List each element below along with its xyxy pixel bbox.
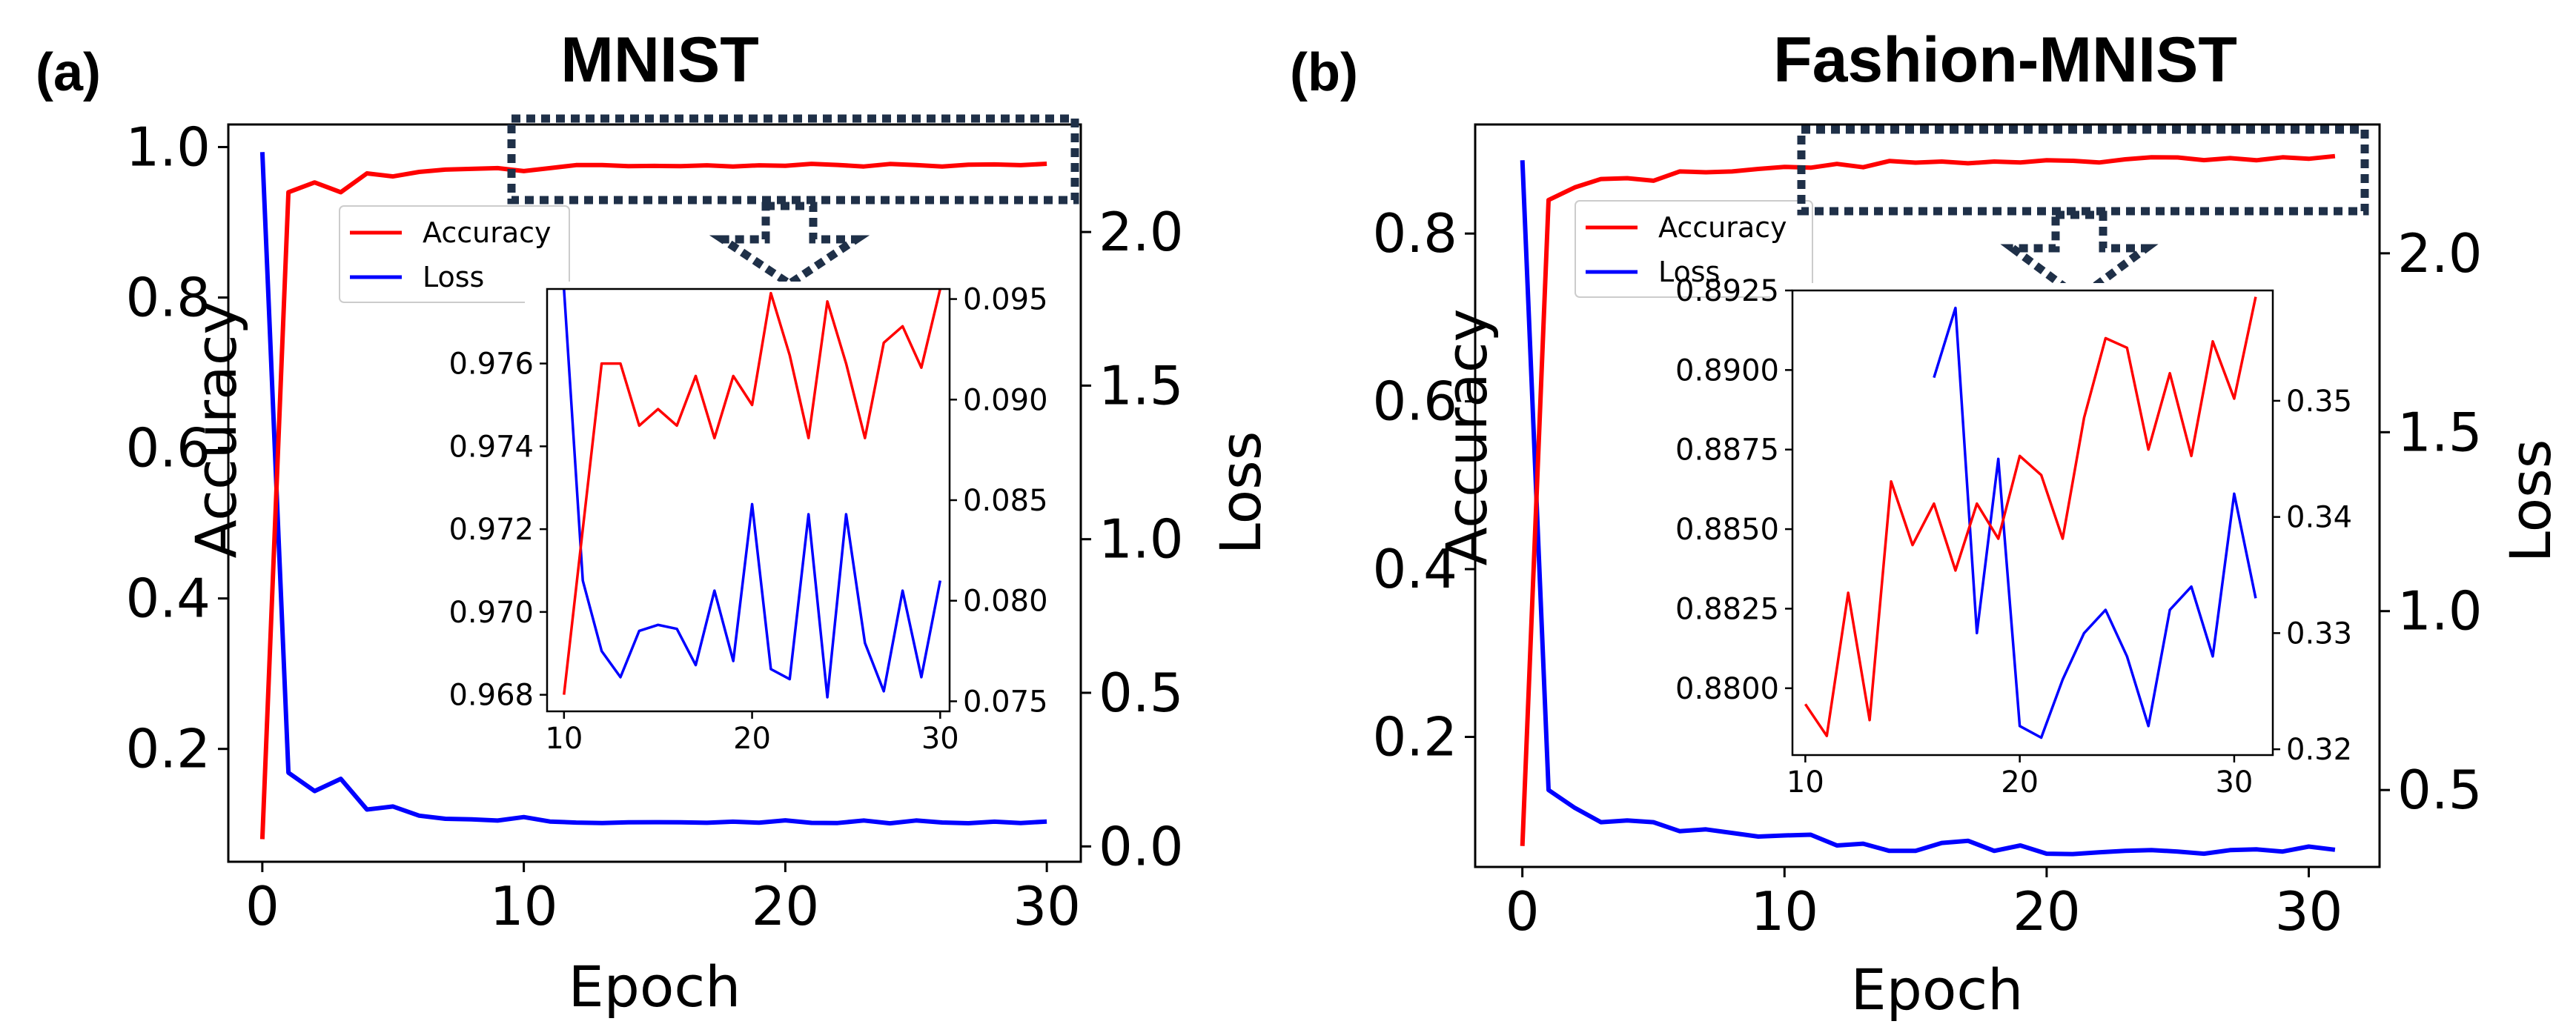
inset-accuracy-line	[563, 289, 942, 695]
inset-plot-area	[1804, 296, 2257, 739]
y2-tick-label: 1.5	[2397, 401, 2483, 463]
zoom-highlight-box	[1797, 125, 2369, 216]
accuracy-line	[259, 162, 1047, 840]
inset-y-tick-label: 0.974	[448, 430, 534, 464]
inset-y2-tick-label: 0.34	[2286, 501, 2352, 535]
inset-y2-tick-label: 0.085	[963, 484, 1048, 518]
y2-tick-label: 0.0	[1099, 815, 1184, 877]
plot-frame	[1474, 123, 2381, 868]
legend-loss-label: Loss	[423, 261, 484, 293]
x-tick-label: 0	[1506, 880, 1540, 943]
inset-x-tick-label: 10	[1787, 765, 1824, 800]
y2-tick-label: 0.5	[2397, 759, 2483, 821]
inset-plot-area	[563, 289, 942, 699]
y-tick-label: 0.6	[1372, 370, 1457, 433]
accuracy-line	[1520, 153, 2336, 846]
inset-x-tick-label: 20	[2001, 765, 2039, 800]
inset-x-tick-label: 30	[921, 722, 959, 756]
panel-b-title: Fashion-MNIST	[1773, 24, 2237, 96]
zoom-arrow	[2000, 210, 2159, 303]
x-tick-label: 20	[752, 875, 820, 937]
x-axis-label: Epoch	[569, 954, 741, 1020]
panel-a-label: (a)	[36, 43, 101, 102]
x-tick-label: 0	[245, 875, 279, 937]
loss-line	[259, 152, 1047, 826]
x-tick-label: 30	[1013, 875, 1081, 937]
inset-y-tick-label: 0.976	[448, 348, 534, 382]
y-tick-label: 0.8	[1372, 202, 1457, 265]
y2-tick-label: 1.5	[1099, 354, 1184, 416]
inset-y2-tick-label: 0.35	[2286, 385, 2352, 419]
inset-y-tick-label: 0.8925	[1675, 274, 1779, 308]
inset-y-tick-label: 0.8850	[1675, 513, 1779, 547]
x-axis-label: Epoch	[1851, 957, 2024, 1023]
panel-b-label: (b)	[1290, 43, 1358, 102]
loss-line	[1520, 160, 2336, 857]
inset-y2-tick-label: 0.095	[963, 283, 1048, 317]
y-tick-label: 0.2	[1372, 706, 1457, 768]
x-tick-label: 30	[2275, 880, 2343, 943]
inset-y2-tick-label: 0.32	[2286, 733, 2352, 767]
inset-background	[525, 282, 950, 719]
x-tick-label: 20	[2013, 880, 2081, 943]
inset-loss-line	[563, 289, 942, 699]
y-tick-label: 0.4	[1372, 538, 1457, 600]
y-tick-label: 1.0	[125, 116, 211, 178]
y-tick-label: 0.8	[125, 267, 211, 329]
y2-tick-label: 1.0	[2397, 580, 2483, 642]
inset-y-tick-label: 0.8900	[1675, 353, 1779, 388]
y-axis-label: Accuracy	[1434, 309, 1500, 566]
inset-x-tick-label: 30	[2215, 765, 2253, 800]
y2-tick-label: 2.0	[1099, 201, 1184, 263]
inset-loss-line	[1933, 306, 2257, 739]
x-tick-label: 10	[490, 875, 558, 937]
inset-y-tick-label: 0.972	[448, 513, 534, 547]
inset-y2-tick-label: 0.075	[963, 685, 1048, 719]
inset-y2-tick-label: 0.080	[963, 585, 1048, 619]
y2-tick-label: 2.0	[2397, 222, 2483, 285]
inset-x-tick-label: 20	[733, 722, 771, 756]
inset-y-tick-label: 0.8825	[1675, 592, 1779, 626]
inset-accuracy-line	[1804, 296, 2257, 737]
inset-y2-tick-label: 0.090	[963, 383, 1048, 417]
zoom-arrow	[709, 202, 870, 289]
legend-accuracy-label: Accuracy	[1658, 211, 1787, 244]
legend-loss-label: Loss	[1658, 256, 1720, 288]
inset-y2-tick-label: 0.33	[2286, 616, 2352, 651]
zoom-highlight-box	[507, 114, 1079, 205]
y2-tick-label: 1.0	[1099, 508, 1184, 571]
legend-accuracy-label: Accuracy	[423, 216, 552, 249]
inset-x-tick-label: 10	[545, 722, 583, 756]
plot-frame	[227, 123, 1082, 863]
y-tick-label: 0.4	[125, 568, 211, 630]
inset-y-tick-label: 0.8800	[1675, 672, 1779, 706]
y2-axis-label: Loss	[1208, 431, 1274, 555]
chart-mnist: 0 10 20 30 0.2 0.4 0.6 0.8 1.0 0.0 0.5 1.0 1.5 2.0 Epo…	[125, 114, 1274, 1020]
y-axis-label: Accuracy	[183, 302, 249, 559]
y-tick-label: 0.6	[125, 417, 211, 479]
inset-y-tick-label: 0.970	[448, 596, 534, 630]
inset-y-tick-label: 0.968	[448, 679, 534, 713]
inset-background	[1770, 283, 2273, 762]
y-tick-label: 0.2	[125, 718, 211, 780]
y2-axis-label: Loss	[2497, 439, 2563, 563]
x-tick-label: 10	[1750, 880, 1818, 943]
inset-frame	[1791, 289, 2274, 757]
inset-y-tick-label: 0.8875	[1675, 433, 1779, 468]
chart-fashion-mnist: 0 10 20 30 0.2 0.4 0.6 0.8 0.5 1.0 1.5 2.0 Epoch Accu…	[1372, 123, 2563, 1023]
y2-tick-label: 0.5	[1099, 662, 1184, 724]
panel-a-title: MNIST	[560, 24, 759, 96]
